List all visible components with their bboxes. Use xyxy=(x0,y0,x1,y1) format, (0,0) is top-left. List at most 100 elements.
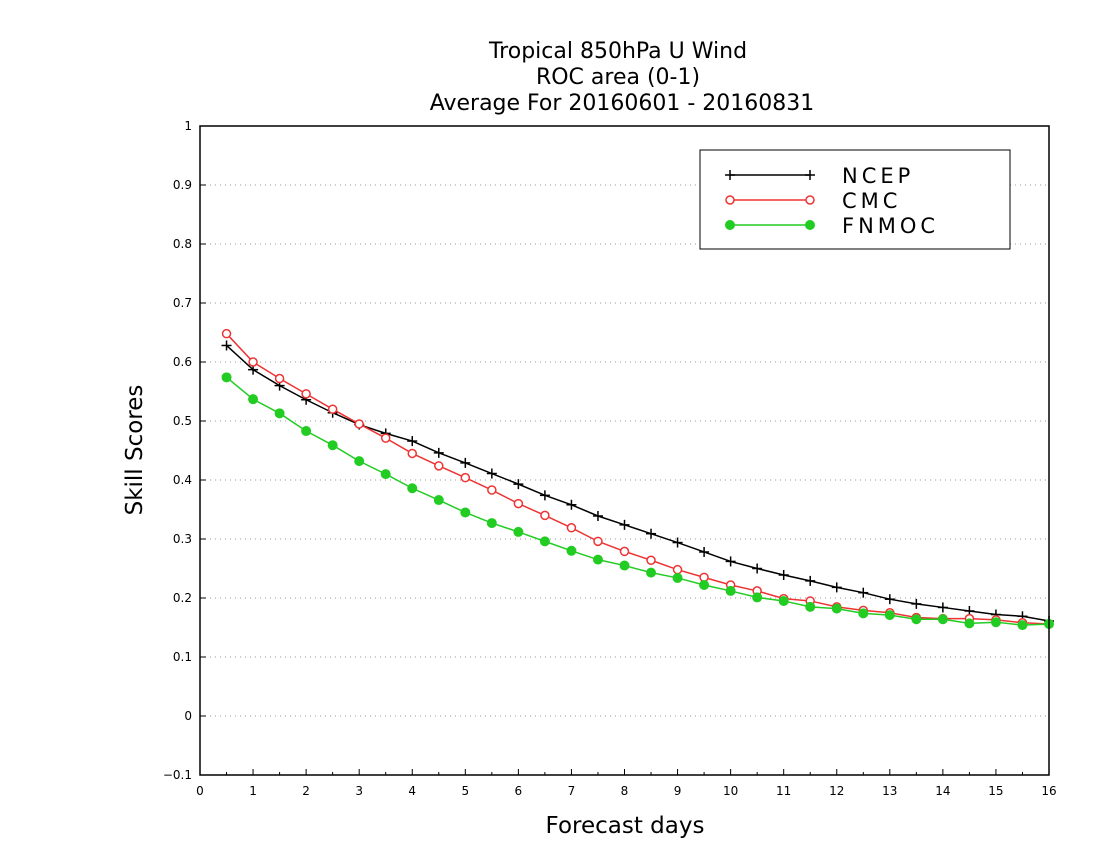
data-point-cmc xyxy=(354,419,364,429)
data-point-ncep xyxy=(486,468,497,479)
data-point-ncep xyxy=(672,537,683,548)
data-point-fnmoc xyxy=(380,469,391,480)
chart-title-line-2: ROC area (0-1) xyxy=(536,65,700,90)
series-line-fnmoc xyxy=(226,376,1050,626)
data-point-fnmoc xyxy=(592,554,603,565)
x-tick-label: 7 xyxy=(568,784,576,798)
y-tick-label: 0.1 xyxy=(173,650,192,664)
data-point-ncep xyxy=(805,575,816,586)
chart-title: Tropical 850hPa U Wind ROC area (0-1) Av… xyxy=(430,39,815,116)
x-tick-label: 8 xyxy=(621,784,629,798)
data-point-fnmoc xyxy=(327,440,338,451)
series-line-ncep xyxy=(226,344,1050,622)
data-point-fnmoc xyxy=(725,585,736,596)
data-point-fnmoc xyxy=(301,426,312,437)
data-point-fnmoc xyxy=(831,603,842,614)
data-point-ncep xyxy=(725,556,736,567)
y-tick-label: 1 xyxy=(184,119,192,133)
data-point-fnmoc xyxy=(937,614,948,625)
data-point-fnmoc xyxy=(752,592,763,603)
data-point-ncep xyxy=(592,510,603,521)
data-point-ncep xyxy=(778,569,789,580)
data-point-fnmoc xyxy=(699,580,710,591)
data-point-fnmoc xyxy=(433,495,444,506)
data-point-fnmoc xyxy=(964,618,975,629)
y-tick-label: 0 xyxy=(184,709,192,723)
data-point-cmc xyxy=(672,564,683,575)
data-point-fnmoc xyxy=(990,617,1001,628)
data-point-cmc xyxy=(221,328,232,339)
data-point-fnmoc xyxy=(672,572,683,583)
x-tick-label: 9 xyxy=(674,784,682,798)
legend-marker-fnmoc xyxy=(805,220,815,230)
x-tick-label: 1 xyxy=(249,784,257,798)
x-tick-label: 4 xyxy=(408,784,416,798)
data-point-fnmoc xyxy=(778,595,789,606)
x-tick-label: 16 xyxy=(1041,784,1056,798)
data-point-cmc xyxy=(646,555,656,565)
x-tick-label: 15 xyxy=(988,784,1003,798)
legend-marker-ncep xyxy=(725,170,735,180)
legend-marker-fnmoc xyxy=(725,220,735,230)
data-point-cmc xyxy=(566,523,577,533)
data-point-ncep xyxy=(646,528,657,539)
x-tick-label: 6 xyxy=(515,784,523,798)
legend-label-ncep: NCEP xyxy=(842,164,914,188)
legend-marker-cmc xyxy=(805,195,815,205)
y-tick-label: 0.3 xyxy=(173,532,192,546)
data-point-fnmoc xyxy=(221,372,232,383)
data-point-cmc xyxy=(460,472,471,483)
legend-label-fnmoc: FNMOC xyxy=(842,214,939,238)
legend-item-ncep: NCEP xyxy=(725,164,914,188)
data-point-fnmoc xyxy=(805,601,816,612)
data-point-fnmoc xyxy=(646,567,657,578)
gridlines xyxy=(200,184,1049,717)
data-point-cmc xyxy=(540,510,550,521)
series-line-cmc xyxy=(225,333,1050,625)
x-tick-label: 11 xyxy=(776,784,791,798)
chart-title-line-1: Tropical 850hPa U Wind xyxy=(488,39,747,64)
series-group xyxy=(221,328,1054,631)
data-point-ncep xyxy=(831,582,842,593)
data-point-ncep xyxy=(699,546,710,557)
y-tick-label: 0.5 xyxy=(173,414,192,428)
series-fnmoc xyxy=(221,372,1054,631)
y-tick-label: 0.6 xyxy=(173,355,192,369)
data-point-fnmoc xyxy=(619,560,630,571)
data-point-cmc xyxy=(301,389,311,399)
data-point-cmc xyxy=(327,404,338,414)
y-tick-label: 0.9 xyxy=(173,178,192,192)
data-point-ncep xyxy=(911,598,922,609)
y-tick-label: 0.8 xyxy=(173,237,192,251)
data-point-fnmoc xyxy=(248,394,259,405)
legend-item-cmc: CMC xyxy=(725,189,897,213)
data-point-fnmoc xyxy=(274,408,285,419)
y-tick-label: 0.4 xyxy=(173,473,192,487)
series-cmc xyxy=(221,328,1054,629)
y-tick-label: 0.7 xyxy=(173,296,192,310)
data-point-fnmoc xyxy=(486,518,497,529)
y-axis-title: Skill Scores xyxy=(122,385,148,516)
data-point-ncep xyxy=(460,457,471,468)
data-point-fnmoc xyxy=(884,610,895,621)
legend-item-fnmoc: FNMOC xyxy=(725,214,939,238)
data-point-cmc xyxy=(274,373,285,384)
data-point-cmc xyxy=(434,461,444,471)
x-axis-title: Forecast days xyxy=(546,813,705,839)
x-tick-label: 12 xyxy=(829,784,844,798)
data-point-fnmoc xyxy=(858,608,869,619)
data-point-cmc xyxy=(593,536,603,547)
data-point-fnmoc xyxy=(460,507,471,518)
data-point-fnmoc xyxy=(354,456,365,467)
data-point-fnmoc xyxy=(566,545,577,556)
series-ncep xyxy=(221,340,1054,627)
y-tick-label: 0.2 xyxy=(173,591,192,605)
x-tick-label: 2 xyxy=(302,784,310,798)
x-tick-label: 13 xyxy=(882,784,897,798)
data-point-cmc xyxy=(619,546,630,557)
x-tick-label: 5 xyxy=(461,784,469,798)
data-point-fnmoc xyxy=(513,526,524,537)
data-point-ncep xyxy=(937,602,948,613)
data-point-ncep xyxy=(858,587,869,598)
